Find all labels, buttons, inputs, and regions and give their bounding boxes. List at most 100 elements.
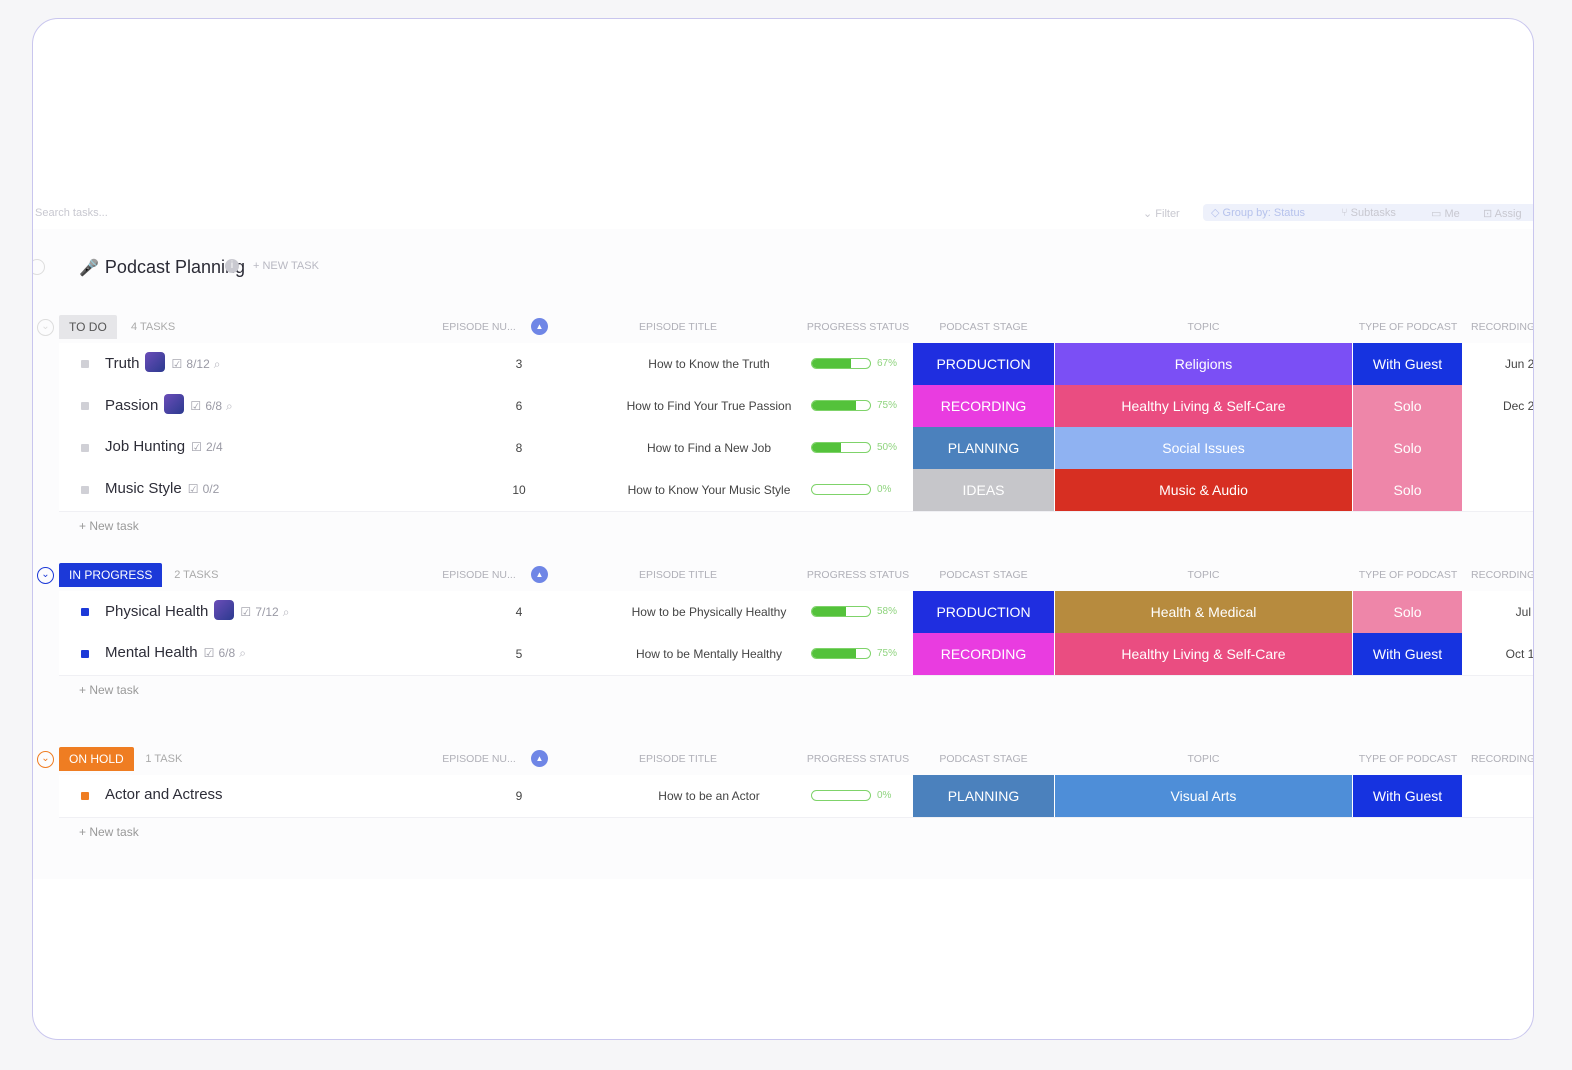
task-name[interactable]: Passion (105, 396, 159, 414)
episode-number-cell[interactable]: 5 (515, 647, 523, 661)
table-row[interactable]: Passion ☑ 6/8 ⌕ 6 How to Find Your True Pass… (59, 385, 1533, 427)
column-header-podcast-stage[interactable]: PODCAST STAGE (939, 321, 1028, 333)
column-header-recording[interactable]: RECORDING (1471, 753, 1533, 765)
podcast-stage-tag[interactable]: PRODUCTION (913, 343, 1054, 385)
assignees-button[interactable]: ⊡ Assig (1483, 207, 1522, 220)
me-button[interactable]: ▭ Me (1431, 207, 1460, 220)
column-header-progress-status[interactable]: PROGRESS STATUS (806, 753, 910, 765)
topic-tag[interactable]: Music & Audio (1055, 469, 1352, 511)
podcast-type-tag[interactable]: Solo (1353, 591, 1462, 633)
table-row[interactable]: Truth ☑ 8/12 ⌕ 3 How to Know the Truth 67% PRO… (59, 343, 1533, 385)
column-header-episode-title[interactable]: EPISODE TITLE (639, 321, 717, 333)
status-bullet[interactable] (81, 650, 89, 658)
subtasks-button[interactable]: ⑂ Subtasks (1341, 207, 1396, 219)
topic-tag[interactable]: Religions (1055, 343, 1352, 385)
status-bullet[interactable] (81, 486, 89, 494)
recording-date-cell[interactable]: Dec 27 (1502, 399, 1534, 413)
task-name[interactable]: Mental Health (105, 644, 198, 661)
table-row[interactable]: Physical Health ☑ 7/12 ⌕ 4 How to be Physica… (59, 591, 1533, 633)
episode-title-cell[interactable]: How to be Physically Healthy (631, 605, 787, 619)
group-collapse-toggle[interactable]: ⌄ (37, 319, 54, 336)
column-header-topic[interactable]: TOPIC (1187, 321, 1220, 333)
column-header-recording[interactable]: RECORDING (1471, 321, 1533, 333)
column-header-type-of-podcast[interactable]: TYPE OF PODCAST (1358, 321, 1458, 333)
column-header-episode-number[interactable]: EPISODE NU... (442, 569, 516, 581)
episode-title-cell[interactable]: How to Find Your True Passion (626, 399, 792, 413)
column-header-progress-status[interactable]: PROGRESS STATUS (806, 569, 910, 581)
topic-tag[interactable]: Social Issues (1055, 427, 1352, 469)
episode-number-cell[interactable]: 3 (515, 357, 523, 371)
search-input[interactable]: Search tasks... (35, 207, 108, 219)
episode-number-cell[interactable]: 9 (515, 789, 523, 803)
task-name[interactable]: Job Hunting (105, 438, 186, 455)
episode-title-cell[interactable]: How to Know the Truth (648, 357, 770, 371)
attachment-icon[interactable]: ⌕ (282, 604, 290, 619)
status-bullet[interactable] (81, 360, 89, 368)
podcast-type-tag[interactable]: With Guest (1353, 775, 1462, 817)
column-header-episode-number[interactable]: EPISODE NU... (442, 753, 516, 765)
table-row[interactable]: Actor and Actress 9 How to be an Actor 0% PL… (59, 775, 1533, 817)
task-name[interactable]: Actor and Actress (105, 786, 223, 803)
episode-title-cell[interactable]: How to Know Your Music Style (627, 483, 791, 497)
column-header-topic[interactable]: TOPIC (1187, 753, 1220, 765)
status-badge[interactable]: ON HOLD (59, 747, 134, 771)
podcast-type-tag[interactable]: With Guest (1353, 343, 1462, 385)
podcast-stage-tag[interactable]: RECORDING (913, 633, 1054, 675)
sort-icon[interactable]: ▲ (531, 750, 548, 767)
column-header-type-of-podcast[interactable]: TYPE OF PODCAST (1358, 753, 1458, 765)
topic-tag[interactable]: Healthy Living & Self-Care (1055, 633, 1352, 675)
task-name[interactable]: Truth (105, 354, 140, 372)
group-collapse-toggle[interactable]: ⌄ (37, 567, 54, 584)
add-task-button[interactable]: + New task (79, 683, 139, 697)
recording-date-cell[interactable]: - (1471, 775, 1533, 817)
status-bullet[interactable] (81, 444, 89, 452)
table-row[interactable]: Mental Health ☑ 6/8 ⌕ 5 How to be Mentally H… (59, 633, 1533, 675)
episode-title-cell[interactable]: How to be an Actor (658, 789, 760, 803)
status-badge[interactable]: TO DO (59, 315, 117, 339)
assignee-avatar[interactable] (214, 600, 235, 620)
podcast-stage-tag[interactable]: PLANNING (913, 775, 1054, 817)
filter-button[interactable]: ⌄ Filter (1143, 207, 1180, 220)
recording-date-cell[interactable]: Oct 18 (1505, 647, 1534, 661)
podcast-type-tag[interactable]: With Guest (1353, 633, 1462, 675)
recording-date-cell[interactable]: Jul 6 (1515, 605, 1533, 619)
attachment-icon[interactable]: ⌕ (226, 398, 233, 413)
column-header-recording[interactable]: RECORDING (1471, 569, 1533, 581)
column-header-episode-title[interactable]: EPISODE TITLE (639, 753, 717, 765)
podcast-stage-tag[interactable]: IDEAS (913, 469, 1054, 511)
assignee-avatar[interactable] (164, 394, 185, 414)
new-task-header-button[interactable]: + NEW TASK (253, 260, 319, 272)
column-header-topic[interactable]: TOPIC (1187, 569, 1220, 581)
table-row[interactable]: Music Style ☑ 0/2 10 How to Know Your Music… (59, 469, 1533, 511)
assignee-avatar[interactable] (145, 352, 166, 372)
collapse-list-toggle[interactable] (33, 259, 45, 275)
group-by-button[interactable]: ◇ Group by: Status (1203, 204, 1533, 221)
podcast-stage-tag[interactable]: RECORDING (913, 385, 1054, 427)
episode-title-cell[interactable]: How to Find a New Job (646, 441, 772, 455)
status-bullet[interactable] (81, 402, 89, 410)
column-header-podcast-stage[interactable]: PODCAST STAGE (939, 569, 1028, 581)
status-bullet[interactable] (81, 608, 89, 616)
episode-number-cell[interactable]: 10 (512, 483, 526, 497)
task-name[interactable]: Physical Health (105, 602, 209, 620)
episode-number-cell[interactable]: 8 (515, 441, 523, 455)
topic-tag[interactable]: Healthy Living & Self-Care (1055, 385, 1352, 427)
status-badge[interactable]: IN PROGRESS (59, 563, 163, 587)
sort-icon[interactable]: ▲ (531, 566, 548, 583)
podcast-type-tag[interactable]: Solo (1353, 469, 1462, 511)
task-name[interactable]: Music Style (105, 480, 182, 497)
podcast-type-tag[interactable]: Solo (1353, 385, 1462, 427)
podcast-stage-tag[interactable]: PLANNING (913, 427, 1054, 469)
episode-title-cell[interactable]: How to be Mentally Healthy (635, 647, 783, 661)
table-row[interactable]: Job Hunting ☑ 2/4 8 How to Find a New Job 50… (59, 427, 1533, 469)
recording-date-cell[interactable]: Jun 22 (1504, 357, 1534, 371)
attachment-icon[interactable]: ⌕ (239, 645, 246, 660)
recording-date-cell[interactable]: - (1471, 469, 1533, 511)
column-header-progress-status[interactable]: PROGRESS STATUS (806, 321, 910, 333)
info-icon[interactable]: i (225, 259, 239, 273)
status-bullet[interactable] (81, 792, 89, 800)
add-task-button[interactable]: + New task (79, 519, 139, 533)
column-header-episode-number[interactable]: EPISODE NU... (442, 321, 516, 333)
column-header-podcast-stage[interactable]: PODCAST STAGE (939, 753, 1028, 765)
podcast-type-tag[interactable]: Solo (1353, 427, 1462, 469)
